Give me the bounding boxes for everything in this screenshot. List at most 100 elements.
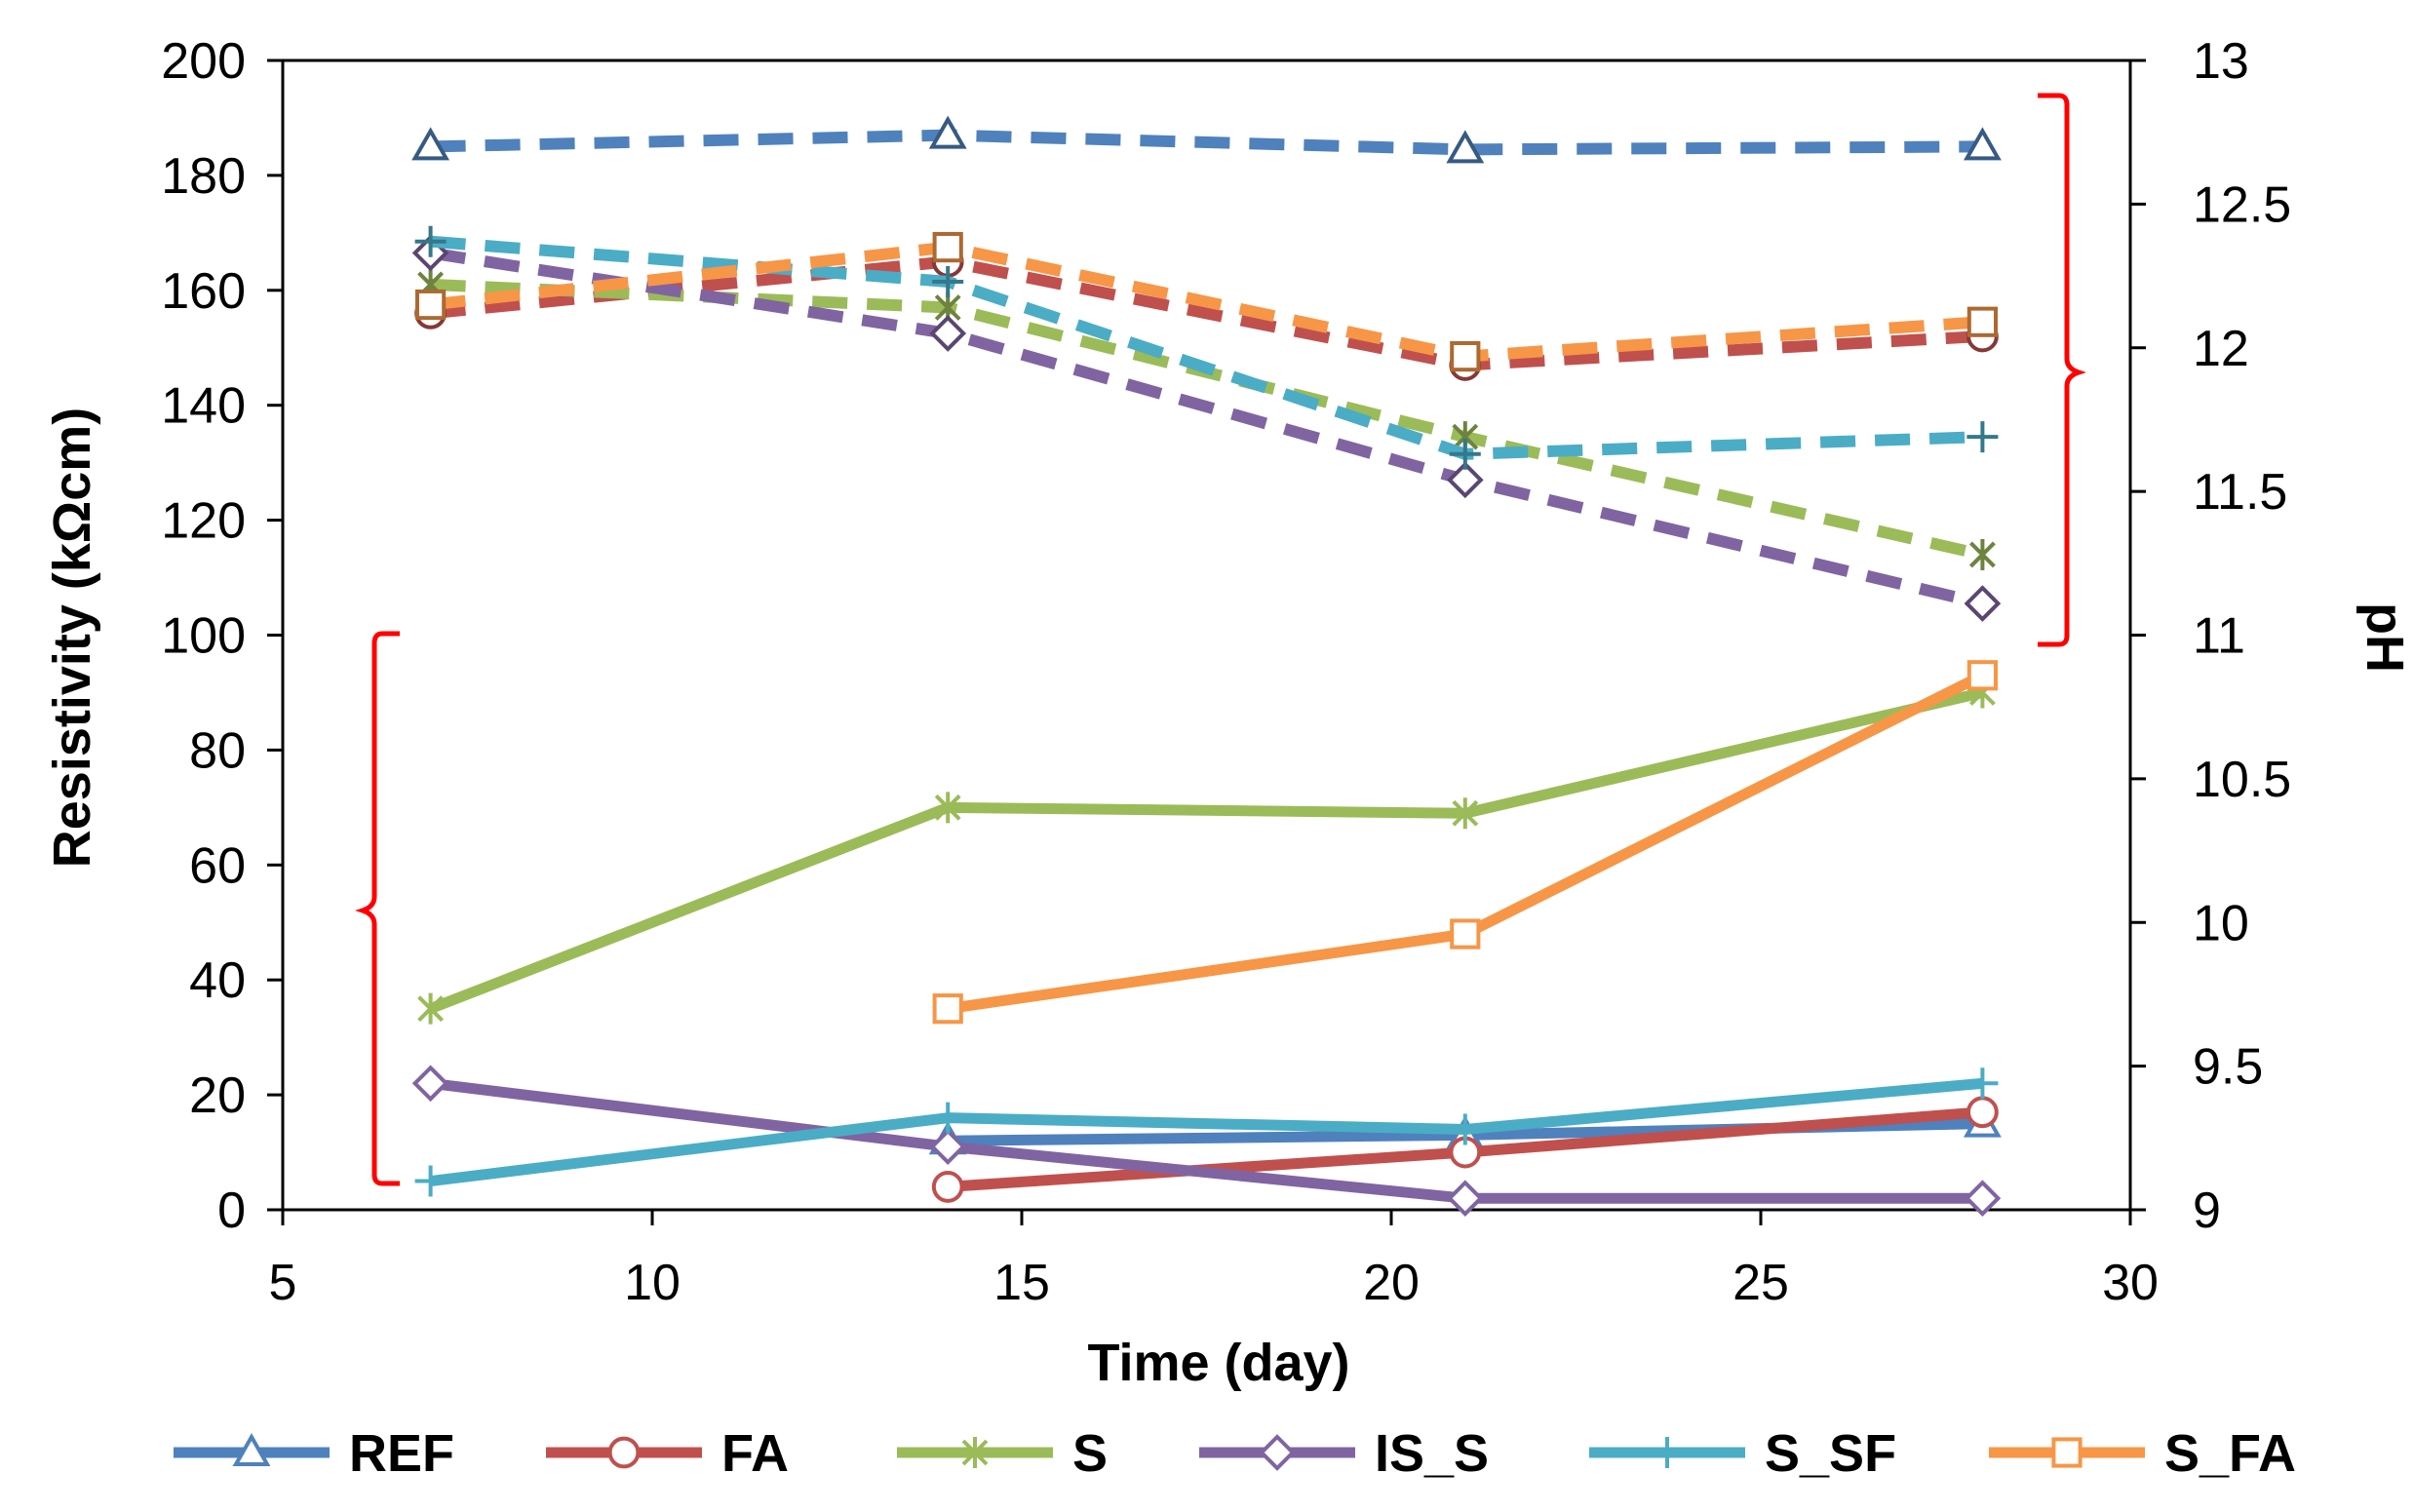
data-point [417,992,445,1025]
series-resistivity-s-fa [932,660,1999,1025]
data-point [1452,797,1479,830]
ph-line [429,247,1984,609]
ph-line [430,129,1983,156]
series-resistivity-s-sf [414,1067,1999,1197]
y-axis-title-left: Resistivity (kΩcm) [43,407,101,868]
y-left-tick-label: 160 [161,263,246,320]
legend-label: S_FA [2164,1424,2296,1483]
data-point [2051,1437,2083,1468]
legend-item-ref: REF [174,1424,454,1483]
x-tick-label: 20 [1363,1255,1420,1311]
data-point [932,993,963,1025]
legend-label: S [1072,1424,1108,1483]
y-right-tick-label: 12.5 [2193,176,2291,233]
ph-line [430,278,1984,561]
legend-label: REF [349,1424,454,1483]
data-point [1966,306,1999,337]
data-point [1446,1180,1484,1218]
data-point [1450,918,1481,950]
ph-line [430,255,1983,371]
y-right-tick-label: 10 [2193,895,2249,951]
data-point [1964,1180,2002,1218]
data-point [1446,461,1484,499]
legend-item-s-fa: S_FA [1989,1424,2296,1483]
data-point [411,127,450,161]
y-right-tick-label: 9.5 [2193,1039,2263,1096]
y-right-tick-label: 11.5 [2193,464,2287,521]
data-point [932,1102,964,1134]
data-point [232,1432,271,1466]
range-brackets [355,93,2086,1186]
legend-item-fa: FA [546,1424,789,1483]
data-point [1449,1113,1481,1145]
legend-item-s: S [897,1424,1108,1483]
y-right-tick-label: 11 [2193,608,2245,665]
data-point [1652,1437,1683,1468]
series-resistivity-is-s [411,1065,2002,1218]
ph-line [429,241,1983,363]
y-left-tick-label: 20 [189,1067,246,1124]
plot-area [281,58,2132,1212]
y-left-tick-label: 200 [161,33,246,90]
resistivity-line [429,1077,1983,1186]
data-point [1450,340,1481,372]
data-point [415,289,447,321]
x-tick-label: 5 [269,1255,297,1311]
data-point [1966,421,1999,453]
data-point [931,1171,964,1203]
data-point [1968,538,1996,570]
y-right-tick-label: 12 [2193,321,2249,377]
y-left-tick-label: 80 [189,722,246,779]
series-layer [411,115,2002,1218]
y-left-tick-label: 180 [161,148,246,205]
series-ph-is-s [411,234,2002,622]
x-axis-title: Time (day) [1087,1334,1349,1392]
ticks-layer: 0 20 40 60 80 100 120 140 160 180 200 9 9.5 10 10.5 11 1… [161,33,2291,1311]
series-ph-ref [411,115,2002,164]
y-left-tick-label: 0 [217,1182,246,1239]
y-axis-title-right: pH [2356,602,2414,673]
legend: REF FA S IS_S S_SF S_FA [174,1424,2296,1483]
data-point [928,115,967,149]
x-tick-label: 10 [624,1255,681,1311]
data-point [1966,1096,1999,1129]
legend-label: S_SF [1765,1424,1896,1483]
legend-label: FA [721,1424,789,1483]
legend-label: IS_S [1375,1424,1489,1483]
data-point [1966,660,1999,691]
y-right-tick-label: 9 [2193,1182,2221,1239]
legend-item-is-s: IS_S [1199,1424,1489,1483]
y-right-tick-label: 10.5 [2193,752,2291,808]
data-point [414,225,447,257]
data-point [932,265,964,297]
ph-line [430,235,1983,460]
x-tick-label: 25 [1733,1255,1789,1311]
legend-item-s-sf: S_SF [1589,1424,1896,1483]
series-resistivity-s [417,677,1996,1025]
left-range-bracket [355,631,400,1186]
plot-border [281,58,2132,1212]
y-left-tick-label: 60 [189,837,246,894]
data-point [934,792,961,824]
series-ph-s-sf [414,225,1999,470]
y-right-tick-label: 13 [2193,33,2249,90]
data-point [1963,127,2002,161]
data-point [1964,585,2002,622]
data-point [1966,1067,1999,1100]
data-point [411,1065,449,1103]
data-point [929,1128,967,1165]
data-point [1449,438,1481,470]
data-point [1446,130,1485,164]
series-ph-s-fa [415,231,1999,372]
data-point [1259,1434,1296,1471]
series-ph-fa [414,245,1999,381]
y-left-tick-label: 140 [161,378,246,435]
data-point [414,1165,447,1197]
x-tick-label: 15 [993,1255,1050,1311]
data-point [961,1437,989,1468]
data-point [932,231,963,263]
resistivity-line [429,1077,1983,1204]
y-left-tick-label: 100 [161,608,246,665]
right-range-bracket [2038,93,2086,647]
